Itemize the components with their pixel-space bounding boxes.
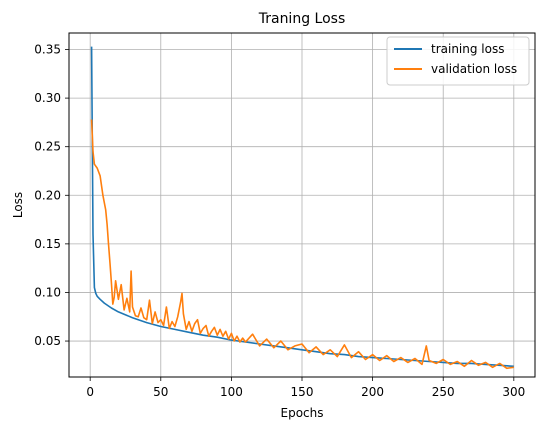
y-tick-label: 0.30	[34, 91, 61, 105]
legend-label-training: training loss	[431, 42, 504, 56]
series-line-validation-loss	[90, 119, 514, 370]
x-axis: 0 50 100 150 200 250 300	[86, 377, 525, 399]
x-tick-label: 200	[361, 385, 384, 399]
x-tick-label: 150	[291, 385, 314, 399]
legend-box	[386, 36, 530, 86]
x-axis-label: Epochs	[281, 406, 324, 420]
legend-label-validation: validation loss	[431, 62, 517, 76]
series-line-training-loss	[90, 46, 514, 368]
x-tick-label: 300	[502, 385, 525, 399]
y-axis: 0.05 0.10 0.15 0.20 0.25 0.30 0.35	[34, 43, 69, 348]
y-axis-label: Loss	[11, 192, 25, 218]
x-tick-label: 0	[86, 385, 94, 399]
legend: training loss validation loss	[386, 36, 530, 86]
y-tick-label: 0.35	[34, 43, 61, 57]
chart-title: Traning Loss	[258, 11, 346, 27]
y-tick-label: 0.10	[34, 285, 61, 299]
y-tick-label: 0.15	[34, 237, 61, 251]
x-tick-label: 250	[432, 385, 455, 399]
series-layer	[90, 46, 514, 370]
x-tick-label: 50	[153, 385, 168, 399]
y-tick-label: 0.20	[34, 188, 61, 202]
x-tick-label: 100	[220, 385, 243, 399]
y-tick-label: 0.05	[34, 334, 61, 348]
y-tick-label: 0.25	[34, 140, 61, 154]
